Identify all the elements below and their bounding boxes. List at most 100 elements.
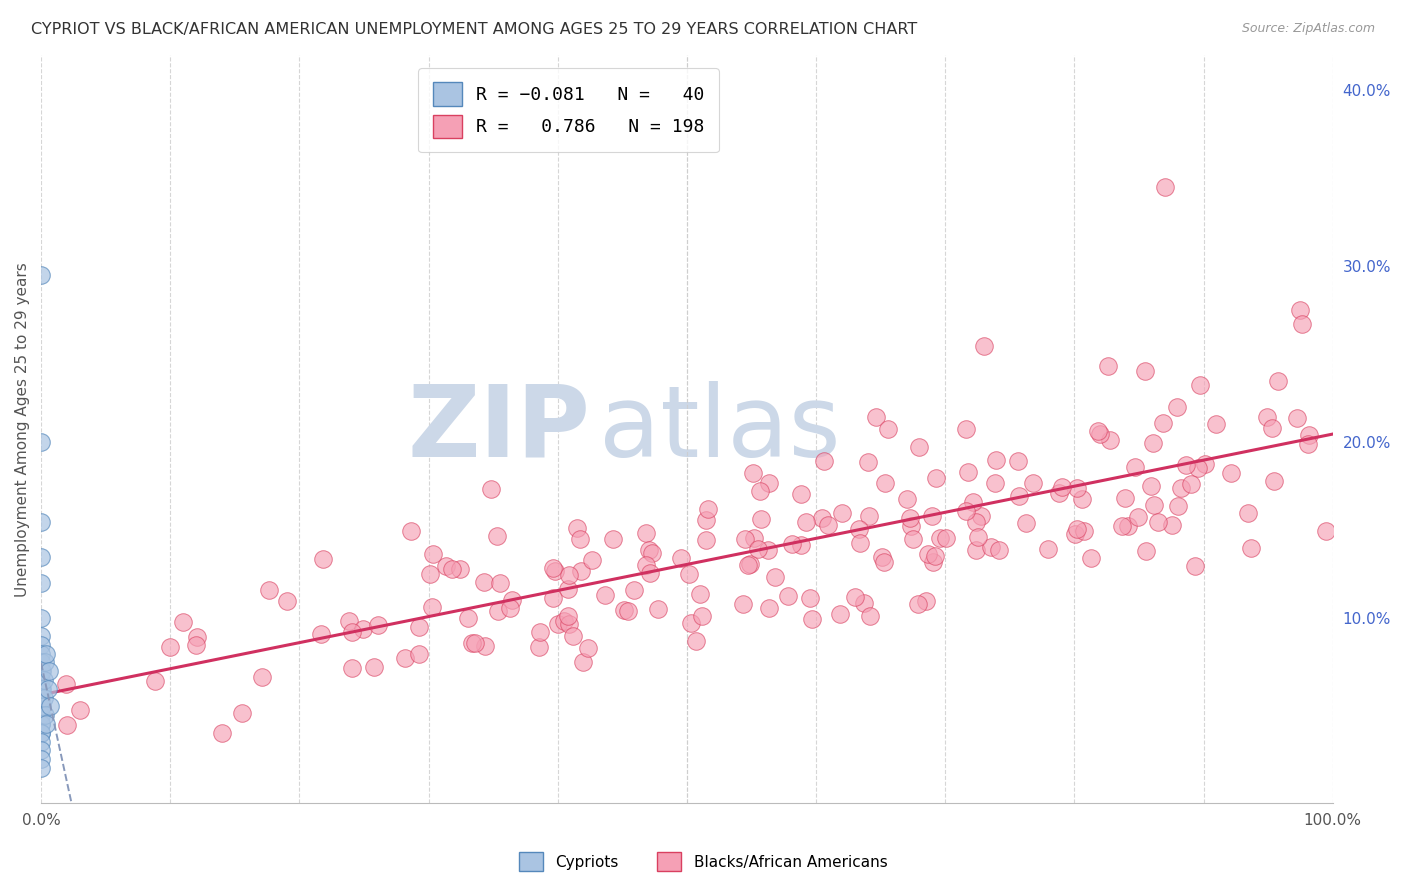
Point xyxy=(69,703,91,717)
Point xyxy=(352,622,374,636)
Point xyxy=(1188,378,1211,392)
Point xyxy=(1153,180,1175,194)
Point xyxy=(748,483,770,498)
Point xyxy=(1111,519,1133,533)
Point xyxy=(544,564,567,578)
Y-axis label: Unemployment Among Ages 25 to 29 years: Unemployment Among Ages 25 to 29 years xyxy=(15,262,30,597)
Point xyxy=(30,611,52,625)
Point xyxy=(924,549,946,564)
Point xyxy=(742,531,765,545)
Point xyxy=(1015,516,1038,531)
Point xyxy=(30,656,52,670)
Point xyxy=(870,550,893,565)
Point xyxy=(731,597,754,611)
Point xyxy=(32,690,55,705)
Point xyxy=(499,601,522,615)
Point xyxy=(917,547,939,561)
Point xyxy=(1298,428,1320,442)
Point xyxy=(30,268,52,282)
Point xyxy=(30,708,52,723)
Point xyxy=(1080,551,1102,566)
Text: CYPRIOT VS BLACK/AFRICAN AMERICAN UNEMPLOYMENT AMONG AGES 25 TO 29 YEARS CORRELA: CYPRIOT VS BLACK/AFRICAN AMERICAN UNEMPL… xyxy=(31,22,917,37)
Point xyxy=(980,540,1002,554)
Point xyxy=(967,530,990,544)
Point xyxy=(30,743,52,757)
Point xyxy=(557,582,579,596)
Point xyxy=(1161,517,1184,532)
Point xyxy=(593,588,616,602)
Point xyxy=(637,542,659,557)
Point xyxy=(1240,541,1263,555)
Point xyxy=(558,568,581,582)
Point xyxy=(1007,454,1029,468)
Point xyxy=(30,752,52,766)
Point xyxy=(35,647,58,661)
Point xyxy=(30,708,52,723)
Point xyxy=(602,532,624,546)
Point xyxy=(1087,424,1109,438)
Point xyxy=(211,726,233,740)
Point xyxy=(697,502,720,516)
Point xyxy=(763,570,786,584)
Point xyxy=(789,487,811,501)
Point xyxy=(1135,364,1157,378)
Point xyxy=(30,673,52,687)
Point xyxy=(56,718,79,732)
Point xyxy=(623,583,645,598)
Point xyxy=(896,492,918,507)
Point xyxy=(159,640,181,655)
Point xyxy=(1073,524,1095,539)
Point xyxy=(782,536,804,550)
Point xyxy=(31,664,53,678)
Point xyxy=(34,708,56,723)
Point xyxy=(983,475,1005,490)
Point xyxy=(1261,421,1284,435)
Point xyxy=(30,576,52,591)
Point xyxy=(342,661,364,675)
Text: Source: ZipAtlas.com: Source: ZipAtlas.com xyxy=(1241,22,1375,36)
Point xyxy=(647,602,669,616)
Point xyxy=(1128,509,1150,524)
Point xyxy=(472,574,495,589)
Point xyxy=(1187,461,1209,475)
Text: atlas: atlas xyxy=(599,381,841,478)
Point xyxy=(925,470,948,484)
Point xyxy=(30,734,52,748)
Point xyxy=(464,636,486,650)
Point xyxy=(1147,516,1170,530)
Point xyxy=(557,617,579,632)
Point xyxy=(617,604,640,618)
Point xyxy=(363,660,385,674)
Point xyxy=(900,519,922,533)
Point xyxy=(1166,400,1188,414)
Point xyxy=(30,629,52,643)
Point xyxy=(547,617,569,632)
Point xyxy=(965,515,987,529)
Point xyxy=(955,422,977,436)
Point xyxy=(394,651,416,665)
Point xyxy=(434,559,457,574)
Point xyxy=(557,609,579,624)
Point xyxy=(39,699,62,714)
Point xyxy=(143,674,166,689)
Point xyxy=(1267,374,1289,388)
Point xyxy=(30,638,52,652)
Point xyxy=(529,640,551,654)
Point xyxy=(309,626,332,640)
Point xyxy=(30,515,52,529)
Point xyxy=(1184,558,1206,573)
Point xyxy=(678,566,700,581)
Point xyxy=(1142,435,1164,450)
Point xyxy=(231,706,253,720)
Point xyxy=(811,511,834,525)
Point xyxy=(856,455,879,469)
Point xyxy=(30,699,52,714)
Point xyxy=(1114,491,1136,505)
Point xyxy=(1263,475,1285,489)
Point xyxy=(692,609,714,624)
Point xyxy=(561,629,583,643)
Point xyxy=(529,625,551,640)
Point xyxy=(541,591,564,605)
Point xyxy=(685,633,707,648)
Point xyxy=(640,547,662,561)
